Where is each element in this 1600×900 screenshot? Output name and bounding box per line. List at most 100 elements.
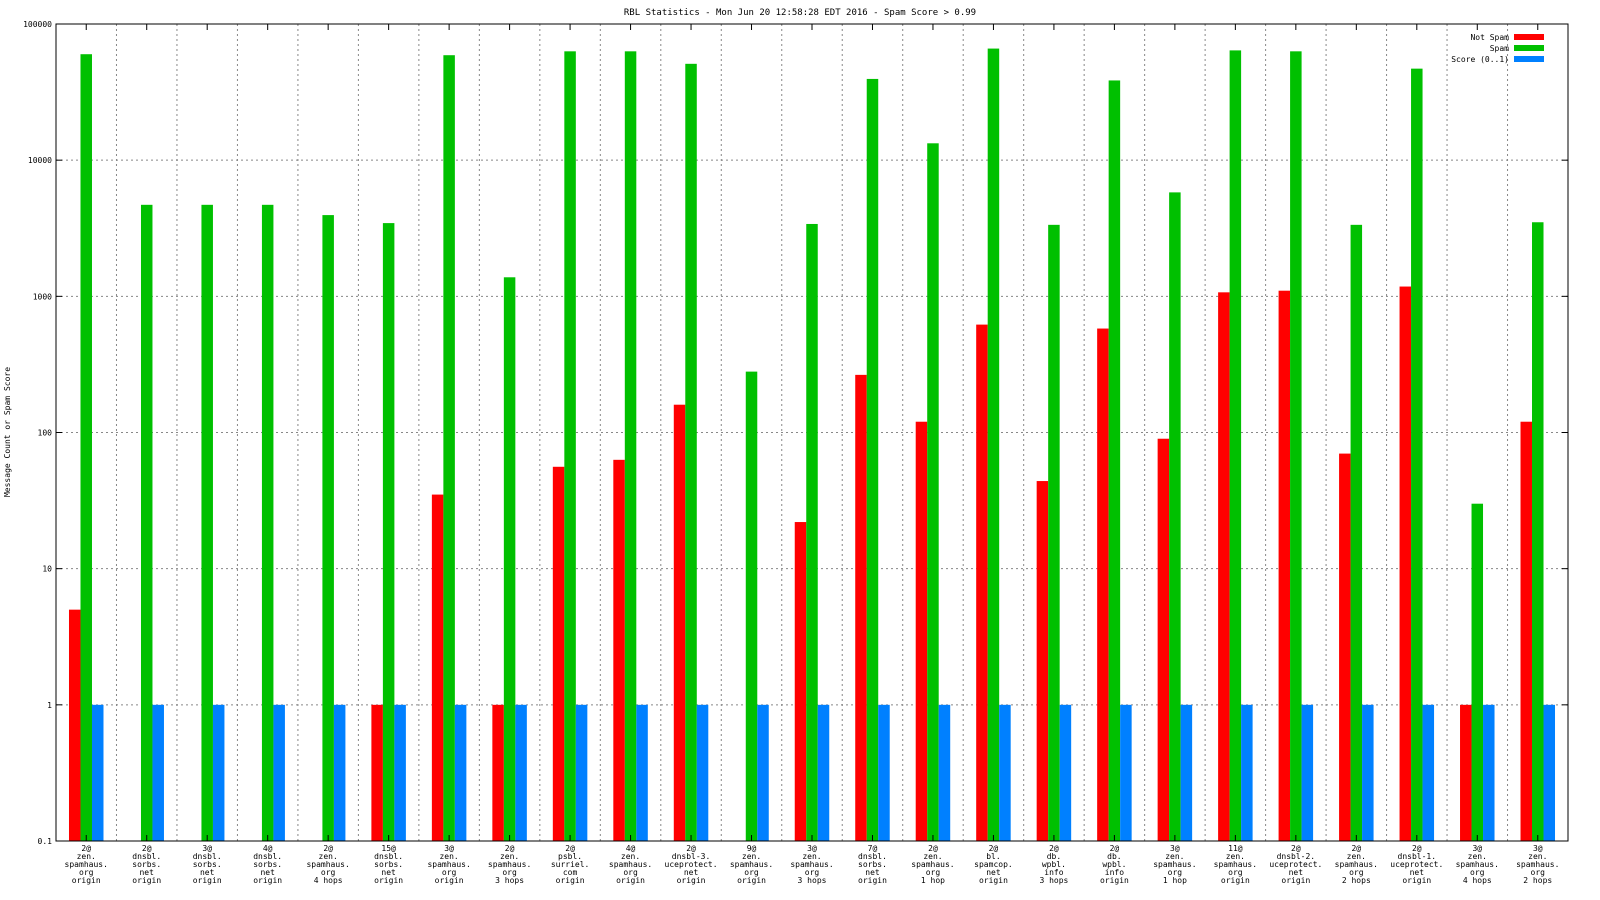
bar-spam xyxy=(806,223,818,841)
bar-spam xyxy=(1229,50,1242,841)
y-tick-label: 10000 xyxy=(28,156,52,165)
category-label: 3@ zen. spamhaus. org 2 hops xyxy=(1516,844,1559,885)
y-tick-label: 1 xyxy=(47,701,52,710)
bar-score-0-1 xyxy=(999,704,1011,841)
bar-not-spam xyxy=(1399,286,1412,841)
ticks-layer: 0.1 1 10 100 1000 10000 100000 xyxy=(23,20,1568,846)
legend-swatch xyxy=(1514,45,1544,51)
bar-spam xyxy=(987,48,1000,842)
category-label: 2@ zen. spamhaus. org 1 hop xyxy=(911,844,954,885)
bar-score-0-1 xyxy=(1059,704,1072,841)
bar-score-0-1 xyxy=(938,704,951,841)
category-label: 2@ db. wpbl. info origin xyxy=(1100,844,1129,885)
bar-spam xyxy=(1411,68,1423,841)
bar-spam xyxy=(443,55,455,841)
bar-spam xyxy=(322,215,334,842)
bar-not-spam xyxy=(552,466,565,841)
legend-label: Spam xyxy=(1490,44,1509,53)
category-label: 3@ zen. spamhaus. org 3 hops xyxy=(790,844,833,885)
bar-not-spam xyxy=(1520,421,1533,841)
bar-score-0-1 xyxy=(273,704,285,841)
category-label: 4@ dnsbl. sorbs. net origin xyxy=(253,844,282,885)
category-label: 2@ zen. spamhaus. org origin xyxy=(65,844,108,885)
bar-spam xyxy=(1108,80,1121,842)
bar-score-0-1 xyxy=(757,704,769,841)
bar-score-0-1 xyxy=(454,704,467,841)
bar-spam xyxy=(866,78,879,841)
bar-spam xyxy=(382,223,395,842)
bar-score-0-1 xyxy=(1483,704,1495,841)
bar-not-spam xyxy=(431,494,444,841)
bar-spam xyxy=(927,143,939,842)
category-label: 2@ zen. spamhaus. org 2 hops xyxy=(1335,844,1378,885)
bar-score-0-1 xyxy=(152,704,164,841)
bar-not-spam xyxy=(915,421,928,841)
category-label: 2@ dnsbl-1. uceprotect. net origin xyxy=(1390,844,1443,885)
y-tick-label: 0.1 xyxy=(38,837,53,846)
bar-spam xyxy=(1350,224,1363,842)
legend: Not Spam Spam Score (0..1) xyxy=(1451,33,1544,64)
grid-layer xyxy=(56,24,1568,841)
y-axis-label: Message Count or Spam Score xyxy=(3,367,12,497)
bar-spam xyxy=(261,204,274,841)
bar-not-spam xyxy=(1097,328,1109,841)
bar-spam xyxy=(1532,222,1544,842)
bar-spam xyxy=(1048,224,1060,842)
bar-not-spam xyxy=(1157,438,1170,841)
bar-spam xyxy=(745,371,758,841)
bar-score-0-1 xyxy=(636,704,648,841)
bar-not-spam xyxy=(855,374,867,841)
category-label: 2@ db. wpbl. info 3 hops xyxy=(1039,844,1068,885)
bar-score-0-1 xyxy=(91,704,104,841)
bar-score-0-1 xyxy=(394,704,406,841)
category-labels: 2@ zen. spamhaus. org origin 2@ dnsbl. sorbs. ne… xyxy=(65,844,1560,885)
bar-score-0-1 xyxy=(515,704,527,841)
bar-not-spam xyxy=(1278,290,1291,841)
bar-spam xyxy=(624,51,637,842)
category-label: 4@ zen. spamhaus. org origin xyxy=(609,844,652,885)
bar-not-spam xyxy=(492,704,504,841)
category-label: 3@ zen. spamhaus. org 4 hops xyxy=(1456,844,1499,885)
bar-score-0-1 xyxy=(878,704,890,841)
category-label: 2@ zen. spamhaus. org 3 hops xyxy=(488,844,531,885)
y-tick-label: 100 xyxy=(38,429,53,438)
category-label: 2@ dnsbl-3. uceprotect. net origin xyxy=(665,844,718,885)
bars-layer xyxy=(68,48,1556,842)
bar-spam xyxy=(1169,192,1181,841)
bar-score-0-1 xyxy=(817,704,830,841)
y-tick-label: 100000 xyxy=(23,20,52,29)
category-label: 9@ zen. spamhaus. org origin xyxy=(730,844,773,885)
bar-score-0-1 xyxy=(696,704,709,841)
bar-not-spam xyxy=(68,609,81,841)
bar-score-0-1 xyxy=(1180,704,1193,841)
bar-spam xyxy=(201,204,213,841)
bar-spam xyxy=(564,51,576,842)
bar-score-0-1 xyxy=(212,704,225,841)
bar-not-spam xyxy=(1339,453,1351,841)
category-label: 3@ zen. spamhaus. org origin xyxy=(427,844,470,885)
bar-not-spam xyxy=(794,522,807,841)
legend-swatch xyxy=(1514,56,1544,62)
category-label: 2@ bl. spamcop. net origin xyxy=(974,844,1013,885)
bar-not-spam xyxy=(613,459,625,841)
y-tick-label: 1000 xyxy=(33,292,52,301)
bar-spam xyxy=(80,54,92,842)
bar-score-0-1 xyxy=(1120,704,1132,841)
category-label: 2@ psbl. surriel. com origin xyxy=(551,844,590,885)
bar-not-spam xyxy=(371,704,383,841)
legend-swatch xyxy=(1514,34,1544,40)
bar-not-spam xyxy=(1218,292,1230,841)
bar-spam xyxy=(140,204,153,841)
category-label: 15@ dnsbl. sorbs. net origin xyxy=(374,844,403,885)
bar-not-spam xyxy=(673,404,686,841)
bar-score-0-1 xyxy=(1362,704,1374,841)
bar-score-0-1 xyxy=(575,704,588,841)
bar-spam xyxy=(685,63,697,841)
bar-not-spam xyxy=(1460,704,1472,841)
legend-label: Score (0..1) xyxy=(1451,55,1509,64)
bar-score-0-1 xyxy=(1422,704,1435,841)
chart-title: RBL Statistics - Mon Jun 20 12:58:28 EDT… xyxy=(624,8,976,18)
category-label: 3@ dnsbl. sorbs. net origin xyxy=(193,844,222,885)
bar-spam xyxy=(503,277,516,841)
bar-score-0-1 xyxy=(1543,704,1556,841)
